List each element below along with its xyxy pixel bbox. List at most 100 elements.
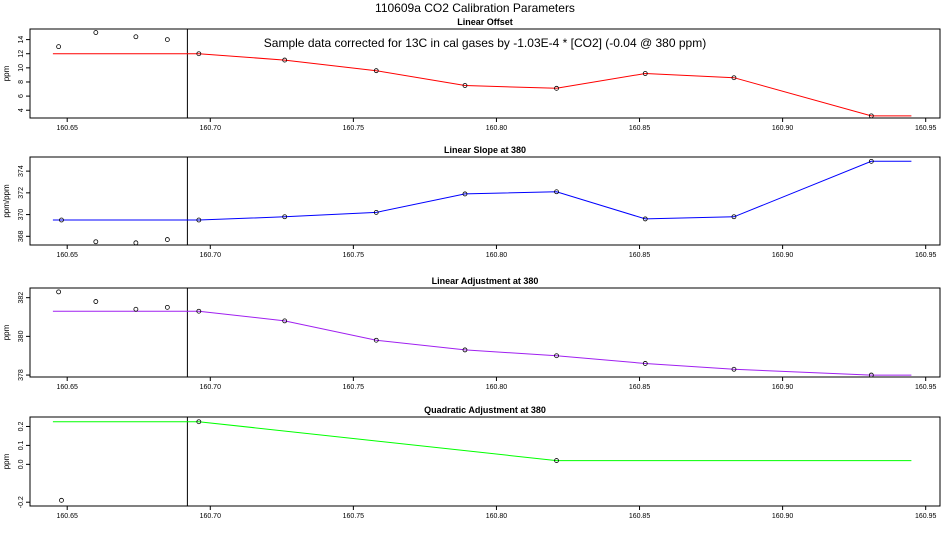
- data-point: [164, 37, 170, 42]
- x-tick-label: 160.80: [486, 252, 508, 259]
- panel-4: Quadratic Adjustment at 380 160.65 160.70 1…: [2, 405, 941, 520]
- data-point: [56, 44, 62, 50]
- figure-title: 110609a CO2 Calibration Parameters: [375, 1, 575, 15]
- data-point: [93, 239, 99, 245]
- y-axis-label: ppm: [2, 324, 11, 340]
- data-point: [731, 75, 737, 81]
- data-point: [868, 158, 874, 164]
- x-tick-label: 160.90: [772, 384, 794, 391]
- plot-frame: [29, 28, 941, 119]
- data-point: [642, 216, 648, 222]
- data-point: [59, 217, 64, 223]
- data-point: [731, 366, 737, 372]
- data-point: [164, 237, 170, 242]
- y-tick-label: 0.0: [18, 459, 25, 469]
- data-point: [56, 289, 62, 295]
- data-point: [282, 57, 288, 63]
- x-tick-label: 160.70: [200, 252, 222, 259]
- y-axis-label: ppm: [2, 65, 11, 81]
- x-tick-label: 160.85: [629, 513, 651, 520]
- data-point: [133, 34, 139, 40]
- x-tick-label: 160.85: [629, 252, 651, 259]
- y-axis-label: ppm/ppm: [2, 184, 11, 218]
- series-line: [52, 53, 912, 117]
- panel-title: Linear Adjustment at 380: [432, 276, 539, 286]
- data-point: [93, 30, 99, 35]
- panel-1: Linear Offset 160.65 160.70 160.75 160.80 160…: [2, 17, 941, 132]
- data-point: [462, 191, 468, 197]
- data-point: [196, 419, 202, 425]
- y-tick-label: 8: [18, 80, 25, 84]
- y-tick-label: 14: [18, 36, 25, 44]
- x-tick-label: 160.65: [56, 513, 78, 520]
- x-tick-label: 160.75: [343, 513, 365, 520]
- panel-3: Linear Adjustment at 380 160.65 160.70 160.…: [2, 276, 941, 391]
- data-point: [196, 308, 202, 314]
- y-tick-label: -0.2: [18, 496, 25, 508]
- x-tick-label: 160.80: [486, 384, 508, 391]
- series-line: [52, 160, 912, 221]
- data-point: [462, 83, 468, 88]
- y-tick-label: 370: [18, 209, 25, 221]
- x-tick-label: 160.75: [343, 252, 365, 259]
- panel-title: Linear Slope at 380: [444, 145, 526, 155]
- plot-frame: [29, 287, 941, 378]
- data-point: [93, 299, 99, 304]
- y-tick-label: 382: [18, 292, 25, 304]
- x-tick-label: 160.85: [629, 384, 651, 391]
- data-point: [554, 85, 559, 91]
- data-point: [59, 497, 64, 503]
- y-tick-label: 10: [18, 64, 25, 72]
- data-point: [462, 347, 468, 353]
- x-tick-label: 160.95: [915, 384, 937, 391]
- data-point: [196, 217, 202, 223]
- x-tick-label: 160.70: [200, 125, 222, 132]
- y-tick-label: 12: [18, 50, 25, 58]
- x-tick-label: 160.80: [486, 125, 508, 132]
- x-tick-label: 160.70: [200, 384, 222, 391]
- data-point: [133, 240, 139, 246]
- x-tick-label: 160.65: [56, 125, 78, 132]
- y-tick-label: 378: [18, 369, 25, 381]
- y-tick-label: 368: [18, 230, 25, 242]
- y-tick-label: 4: [18, 108, 25, 112]
- y-tick-label: 374: [18, 165, 25, 177]
- x-tick-label: 160.95: [915, 252, 937, 259]
- plot-frame: [29, 156, 941, 246]
- y-tick-label: 0.2: [18, 421, 25, 431]
- series-line: [52, 310, 912, 376]
- data-point: [373, 210, 379, 215]
- data-point: [554, 353, 559, 359]
- y-axis-label: ppm: [2, 453, 11, 469]
- y-tick-label: 0.1: [18, 440, 25, 450]
- data-point: [554, 458, 559, 463]
- data-point: [164, 304, 170, 310]
- panel-title: Quadratic Adjustment at 380: [424, 405, 546, 415]
- data-point: [642, 361, 648, 366]
- data-point: [196, 51, 202, 57]
- x-tick-label: 160.90: [772, 252, 794, 259]
- panel-title: Linear Offset: [457, 17, 513, 27]
- data-point: [133, 306, 139, 312]
- data-point: [868, 372, 874, 378]
- x-tick-label: 160.95: [915, 125, 937, 132]
- panel-2: Linear Slope at 380 160.65 160.70 160.75 160…: [2, 145, 941, 259]
- y-tick-label: 6: [18, 94, 25, 98]
- data-point: [868, 113, 874, 119]
- x-tick-label: 160.90: [772, 125, 794, 132]
- x-tick-label: 160.75: [343, 384, 365, 391]
- x-tick-label: 160.85: [629, 125, 651, 132]
- x-tick-label: 160.70: [200, 513, 222, 520]
- data-point: [282, 214, 288, 220]
- data-point: [642, 71, 648, 76]
- data-point: [554, 189, 559, 195]
- data-point: [373, 68, 379, 74]
- x-tick-label: 160.65: [56, 252, 78, 259]
- x-tick-label: 160.95: [915, 513, 937, 520]
- series-line: [52, 421, 912, 462]
- data-point: [282, 318, 288, 324]
- plot-frame: [29, 416, 941, 507]
- y-tick-label: 372: [18, 187, 25, 199]
- x-tick-label: 160.65: [56, 384, 78, 391]
- data-point: [373, 337, 379, 343]
